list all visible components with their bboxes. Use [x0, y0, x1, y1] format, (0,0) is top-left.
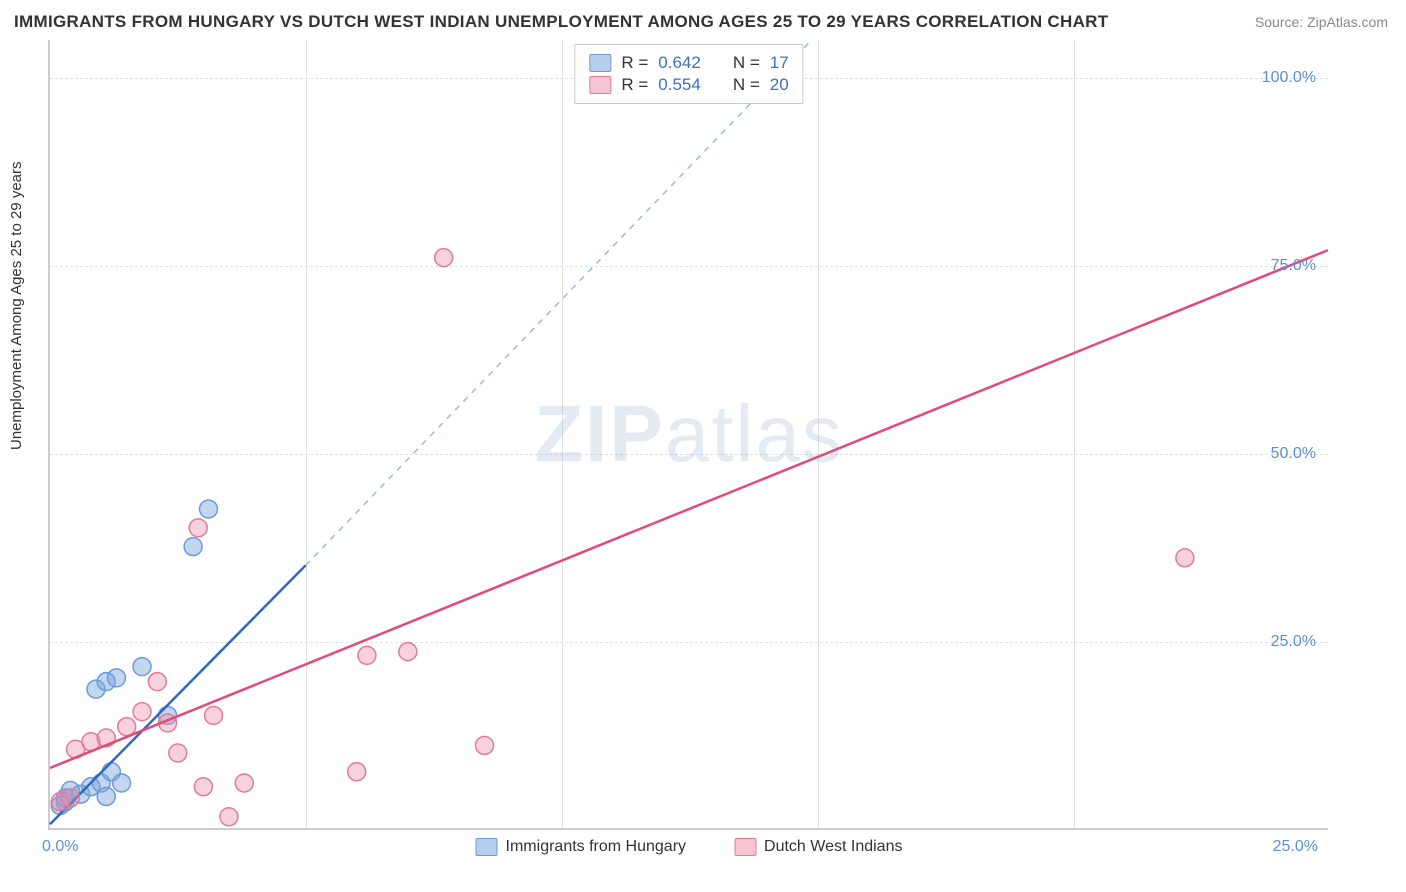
r-value: 0.642	[658, 53, 701, 73]
n-value: 20	[770, 75, 789, 95]
chart-title: IMMIGRANTS FROM HUNGARY VS DUTCH WEST IN…	[14, 12, 1108, 32]
scatter-point-dutch	[194, 778, 212, 796]
scatter-point-dutch	[220, 808, 238, 826]
legend-swatch-icon	[734, 838, 756, 856]
r-value: 0.554	[658, 75, 701, 95]
x-tick-label-left: 0.0%	[42, 838, 78, 856]
scatter-point-dutch	[348, 763, 366, 781]
scatter-point-dutch	[61, 789, 79, 807]
scatter-point-dutch	[235, 774, 253, 792]
trend-dash-hungary	[306, 40, 812, 565]
n-label: N =	[733, 75, 760, 95]
scatter-point-dutch	[118, 718, 136, 736]
trend-line-dutch	[50, 250, 1328, 768]
legend-swatch-icon	[589, 54, 611, 72]
x-tick-label-right: 25.0%	[1273, 838, 1318, 856]
scatter-point-dutch	[476, 736, 494, 754]
legend-stats-row: R = 0.554 N = 20	[589, 75, 788, 95]
scatter-point-hungary	[199, 500, 217, 518]
y-tick-label: 50.0%	[1271, 445, 1316, 463]
legend-series-label: Dutch West Indians	[764, 838, 902, 856]
legend-series-item: Dutch West Indians	[734, 838, 902, 856]
scatter-point-dutch	[1176, 549, 1194, 567]
plot-area: ZIPatlas R = 0.642 N = 17 R = 0.554 N = …	[48, 40, 1328, 830]
r-label: R =	[621, 75, 648, 95]
legend-swatch-icon	[476, 838, 498, 856]
scatter-point-hungary	[113, 774, 131, 792]
scatter-point-dutch	[205, 706, 223, 724]
scatter-point-dutch	[169, 744, 187, 762]
scatter-point-dutch	[358, 646, 376, 664]
y-tick-label: 75.0%	[1271, 257, 1316, 275]
y-axis-label: Unemployment Among Ages 25 to 29 years	[8, 161, 25, 450]
chart-svg	[50, 40, 1328, 828]
scatter-point-hungary	[133, 658, 151, 676]
legend-series: Immigrants from Hungary Dutch West India…	[476, 838, 903, 856]
scatter-point-hungary	[97, 788, 115, 806]
r-label: R =	[621, 53, 648, 73]
legend-series-label: Immigrants from Hungary	[506, 838, 687, 856]
source-label: Source: ZipAtlas.com	[1255, 14, 1388, 30]
n-label: N =	[733, 53, 760, 73]
scatter-point-dutch	[133, 703, 151, 721]
scatter-point-dutch	[148, 673, 166, 691]
scatter-point-hungary	[184, 538, 202, 556]
y-tick-label: 25.0%	[1271, 633, 1316, 651]
scatter-point-hungary	[107, 669, 125, 687]
legend-stats: R = 0.642 N = 17 R = 0.554 N = 20	[574, 44, 803, 104]
legend-stats-row: R = 0.642 N = 17	[589, 53, 788, 73]
n-value: 17	[770, 53, 789, 73]
y-tick-label: 100.0%	[1262, 69, 1316, 87]
scatter-point-dutch	[435, 249, 453, 267]
legend-series-item: Immigrants from Hungary	[476, 838, 687, 856]
legend-swatch-icon	[589, 76, 611, 94]
scatter-point-dutch	[189, 519, 207, 537]
scatter-point-dutch	[399, 643, 417, 661]
